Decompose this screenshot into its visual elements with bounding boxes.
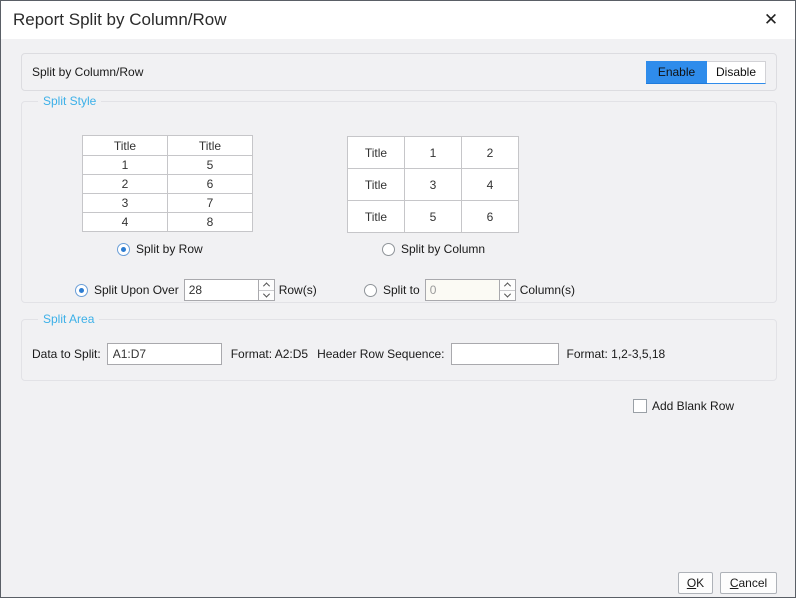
spin-down-icon[interactable] (499, 290, 515, 300)
split-to-label: Split to (383, 283, 420, 297)
split-to-radio[interactable] (364, 283, 377, 297)
preview-cell: 7 (167, 193, 253, 213)
add-blank-row-checkbox[interactable] (633, 399, 647, 413)
preview-cell: 4 (461, 168, 519, 201)
enable-button[interactable]: Enable (646, 60, 707, 84)
rows-spinner-buttons (257, 280, 274, 300)
dialog-title: Report Split by Column/Row (13, 10, 227, 29)
spin-up-icon[interactable] (258, 280, 274, 291)
preview-cell: Title (347, 200, 405, 233)
preview-cell: 5 (404, 200, 462, 233)
data-to-split-label: Data to Split: (32, 347, 101, 361)
split-by-row-radio[interactable] (117, 242, 130, 256)
split-to-option: Split to Column(s) (364, 279, 575, 301)
columns-spinner-buttons (498, 280, 515, 300)
ok-button[interactable]: OK (678, 572, 713, 594)
add-blank-row-option[interactable]: Add Blank Row (633, 399, 734, 413)
preview-cell: 5 (167, 155, 253, 175)
preview-cell: 2 (461, 136, 519, 169)
split-area-group: Split Area Data to Split: Format: A2:D5 … (21, 312, 777, 381)
split-by-row-label: Split by Row (136, 242, 203, 256)
columns-spinner (424, 279, 516, 301)
split-by-row-option[interactable]: Split by Row (117, 242, 203, 256)
split-upon-over-label: Split Upon Over (94, 283, 179, 297)
preview-cell: 1 (82, 155, 168, 175)
split-style-title: Split Style (38, 94, 102, 108)
spin-down-icon[interactable] (258, 290, 274, 300)
split-by-column-radio[interactable] (382, 242, 395, 256)
split-area-fields: Data to Split: Format: A2:D5 Header Row … (32, 343, 665, 365)
preview-cell: Title (82, 135, 168, 156)
rows-count-input[interactable] (184, 280, 258, 300)
preview-cell: 3 (404, 168, 462, 201)
preview-cell: 3 (82, 193, 168, 213)
close-icon[interactable]: ✕ (763, 10, 779, 29)
preview-cell: 8 (167, 212, 253, 232)
split-enable-group: Split by Column/Row Enable Disable (21, 53, 777, 91)
data-to-split-input[interactable] (106, 343, 222, 365)
split-by-column-label: Split by Column (401, 242, 486, 256)
split-by-column-preview-table: Title 1 2 Title 3 4 Title 5 6 (347, 136, 519, 233)
split-enable-label: Split by Column/Row (32, 65, 144, 79)
split-area-title: Split Area (38, 312, 100, 326)
spin-up-icon[interactable] (499, 280, 515, 291)
split-upon-over-option: Split Upon Over Row(s) (75, 279, 317, 301)
preview-cell: Title (347, 136, 405, 169)
split-upon-over-radio[interactable] (75, 283, 88, 297)
preview-cell: 2 (82, 174, 168, 194)
split-style-group: Split Style Title Title 1 5 2 6 3 7 (21, 94, 777, 303)
preview-cell: Title (347, 168, 405, 201)
add-blank-row-label: Add Blank Row (652, 399, 735, 413)
preview-cell: 1 (404, 136, 462, 169)
cancel-button[interactable]: Cancel (720, 572, 777, 594)
title-bar: Report Split by Column/Row ✕ (1, 1, 795, 39)
preview-cell: 6 (167, 174, 253, 194)
data-format-hint: Format: A2:D5 (230, 347, 309, 361)
preview-cell: 6 (461, 200, 519, 233)
preview-cell: Title (167, 135, 253, 156)
dialog-body: Split by Column/Row Enable Disable Split… (1, 39, 795, 597)
header-row-sequence-label: Header Row Sequence: (317, 347, 445, 361)
header-format-hint: Format: 1,2-3,5,18 (566, 347, 666, 361)
columns-suffix-label: Column(s) (519, 283, 576, 297)
columns-count-input[interactable] (425, 280, 499, 300)
disable-button[interactable]: Disable (707, 60, 766, 84)
preview-cell: 4 (82, 212, 168, 232)
split-by-column-option[interactable]: Split by Column (382, 242, 485, 256)
rows-suffix-label: Row(s) (278, 283, 317, 297)
header-row-sequence-input[interactable] (450, 343, 559, 365)
split-by-row-preview-table: Title Title 1 5 2 6 3 7 4 8 (82, 135, 253, 232)
enable-disable-toggle: Enable Disable (646, 60, 766, 84)
rows-spinner (183, 279, 275, 301)
